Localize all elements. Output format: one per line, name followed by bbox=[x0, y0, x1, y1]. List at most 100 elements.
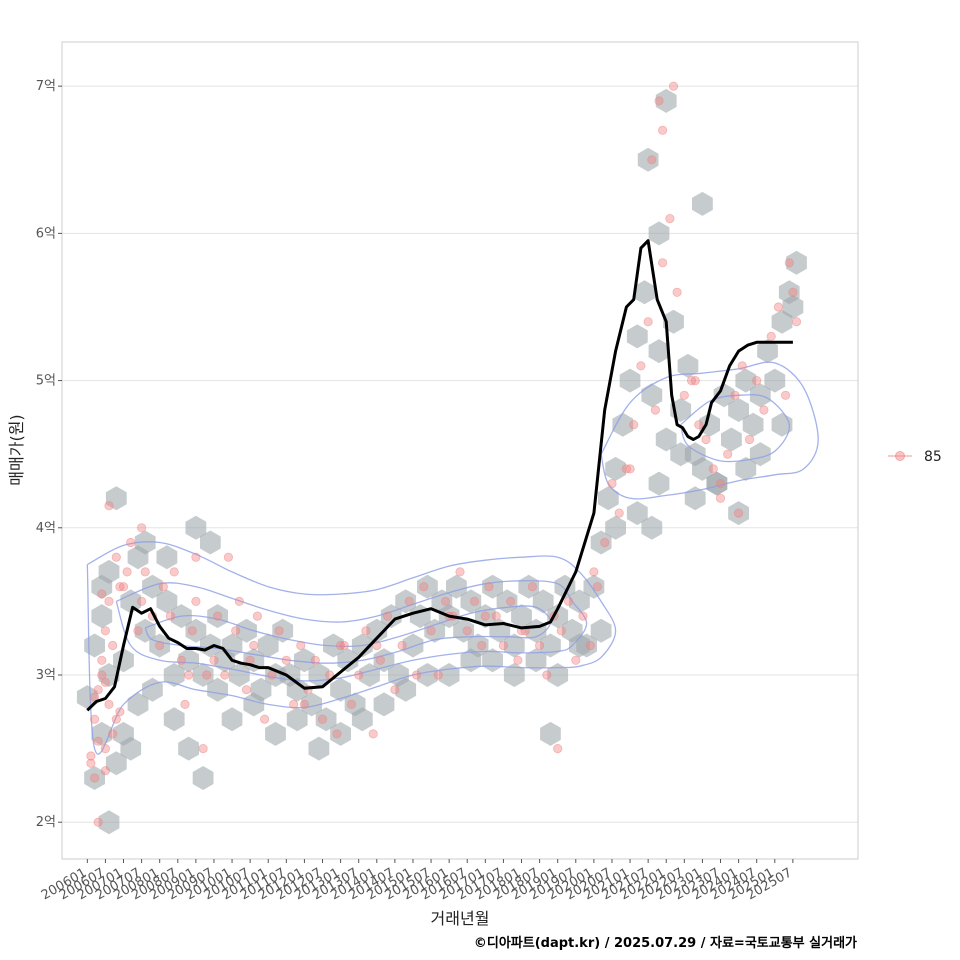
data-point bbox=[108, 640, 118, 651]
data-point bbox=[165, 611, 176, 621]
panel-frame bbox=[61, 41, 859, 860]
data-point bbox=[191, 552, 201, 562]
hexbin bbox=[626, 324, 648, 349]
data-point bbox=[267, 670, 277, 680]
hexbin bbox=[648, 471, 670, 496]
data-point bbox=[701, 434, 711, 445]
data-point bbox=[788, 287, 798, 297]
density-contour bbox=[144, 605, 552, 664]
hexbin bbox=[605, 456, 626, 481]
y-tick-label: 2억 bbox=[36, 815, 56, 830]
data-point bbox=[176, 655, 186, 665]
hexbin-layer bbox=[76, 88, 807, 835]
hexbin bbox=[366, 618, 388, 643]
y-axis-title: 매매가(원) bbox=[7, 414, 26, 485]
hexbin bbox=[120, 589, 142, 614]
hexbin bbox=[460, 589, 482, 614]
data-point bbox=[469, 596, 480, 607]
hexbin bbox=[395, 677, 417, 702]
hexbin bbox=[127, 692, 149, 717]
data-point bbox=[650, 405, 661, 415]
data-point bbox=[191, 596, 201, 607]
data-point bbox=[93, 736, 103, 746]
data-point bbox=[100, 677, 111, 688]
hexbin bbox=[105, 751, 127, 776]
hexbin bbox=[185, 618, 207, 643]
data-point bbox=[187, 626, 197, 636]
density-contour bbox=[86, 541, 617, 755]
data-point bbox=[744, 434, 755, 445]
data-point bbox=[104, 699, 114, 710]
hexbin bbox=[677, 353, 699, 378]
contour-layer bbox=[86, 361, 819, 755]
y-tick-label: 4억 bbox=[36, 521, 56, 536]
hexbin bbox=[424, 618, 446, 643]
hexbin bbox=[178, 648, 199, 673]
data-point bbox=[625, 464, 635, 474]
hexbin bbox=[373, 692, 395, 717]
hexbin bbox=[330, 677, 351, 702]
x-axis-title: 거래년월 bbox=[431, 909, 490, 928]
hexbin bbox=[105, 486, 127, 511]
data-point bbox=[433, 670, 443, 680]
hexbin bbox=[351, 707, 373, 732]
hexbin bbox=[417, 574, 438, 599]
data-point bbox=[354, 670, 364, 680]
data-point bbox=[375, 655, 385, 665]
hexbin bbox=[91, 604, 113, 629]
hexbin bbox=[142, 574, 163, 599]
data-point bbox=[578, 611, 588, 621]
hexbin bbox=[330, 721, 351, 746]
data-point bbox=[220, 670, 230, 680]
hexbin bbox=[134, 618, 156, 643]
data-point bbox=[372, 640, 382, 651]
data-point bbox=[97, 655, 107, 665]
data-point bbox=[335, 640, 346, 651]
data-point bbox=[93, 685, 103, 695]
y-tick-label: 3억 bbox=[36, 668, 56, 683]
hexbin bbox=[569, 589, 590, 614]
data-point bbox=[780, 390, 791, 400]
hexbin bbox=[221, 707, 243, 732]
data-point bbox=[97, 589, 107, 599]
data-point bbox=[440, 596, 451, 607]
data-point bbox=[752, 375, 762, 386]
hexbin bbox=[163, 707, 185, 732]
hexbin bbox=[626, 501, 648, 526]
hexbin bbox=[728, 398, 749, 422]
hexbin bbox=[547, 604, 569, 629]
hexbin bbox=[612, 412, 634, 437]
hexbin bbox=[590, 618, 612, 643]
data-point bbox=[140, 567, 150, 577]
data-point bbox=[498, 640, 508, 651]
hexbin bbox=[699, 412, 720, 437]
data-point bbox=[249, 640, 259, 651]
y-tick-label: 7억 bbox=[36, 79, 56, 94]
hexbin bbox=[786, 250, 807, 275]
data-point bbox=[563, 596, 574, 607]
hexbin bbox=[641, 383, 663, 408]
data-point bbox=[397, 640, 407, 651]
data-point bbox=[180, 699, 190, 710]
legend: 85 bbox=[888, 449, 942, 465]
data-point bbox=[665, 214, 675, 224]
hexbin bbox=[764, 368, 786, 393]
data-point bbox=[382, 611, 393, 621]
hexbin bbox=[286, 707, 308, 732]
data-point bbox=[126, 537, 136, 548]
hexbin bbox=[663, 309, 684, 334]
hexbin bbox=[91, 574, 113, 599]
data-point bbox=[462, 626, 472, 636]
hexbin bbox=[503, 633, 525, 658]
hexbin bbox=[200, 530, 221, 555]
data-point bbox=[115, 707, 125, 717]
data-point bbox=[108, 729, 118, 739]
data-point bbox=[155, 640, 165, 651]
data-point bbox=[97, 670, 107, 680]
hexbin bbox=[692, 191, 713, 216]
hexbin bbox=[192, 663, 214, 687]
data-point bbox=[791, 317, 802, 327]
data-point bbox=[93, 817, 103, 827]
caption: ©디아파트(dapt.kr) / 2025.07.29 / 자료=국토교통부 실… bbox=[474, 935, 857, 951]
hexbin bbox=[655, 427, 677, 452]
